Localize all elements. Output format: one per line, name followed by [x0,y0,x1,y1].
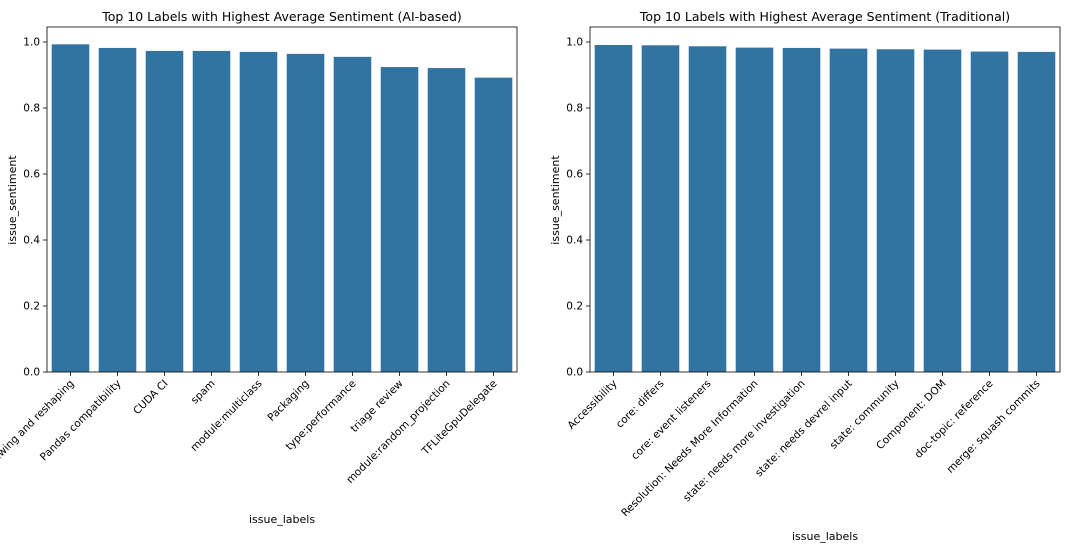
bar-ai-based [474,77,513,372]
y-tick-label-ai-based: 0.8 [23,103,40,115]
x-tick-label-ai-based: spam [189,378,218,407]
x-tick-label-traditional: merge: squash commits [945,378,1043,476]
bar-ai-based [145,50,184,372]
bar-traditional [1017,51,1056,373]
y-tick-label-traditional: 0.6 [566,169,583,181]
chart-panel-traditional: Top 10 Labels with Highest Average Senti… [549,9,1061,543]
plot-frame-traditional [589,26,1061,373]
bar-traditional [923,49,962,373]
x-axis-label-ai-based: issue_labels [249,513,315,526]
bar-traditional [688,46,727,372]
bar-traditional [876,49,915,372]
chart-title-traditional: Top 10 Labels with Highest Average Senti… [639,9,1010,24]
bar-ai-based [51,44,90,373]
x-tick-label-ai-based: Packaging [265,378,311,424]
x-tick-label-ai-based: CUDA CI [131,378,171,418]
bar-traditional [641,45,680,373]
bar-traditional [829,48,868,372]
bar-ai-based [380,67,419,372]
plot-frame-ai-based [46,26,518,373]
bar-traditional [970,51,1009,372]
x-tick-label-traditional: state: needs devrel input [753,378,855,480]
bar-ai-based [286,53,325,372]
y-tick-label-traditional: 1.0 [566,37,583,49]
x-tick-label-ai-based: Pandas compatibility [38,378,124,464]
x-tick-label-traditional: core: event listeners [629,378,714,463]
bar-ai-based [239,51,278,373]
y-tick-label-ai-based: 0.6 [23,169,40,181]
bar-ai-based [427,68,466,372]
y-tick-label-traditional: 0.8 [566,103,583,115]
chart-title-ai-based: Top 10 Labels with Highest Average Senti… [101,9,462,24]
y-tick-label-traditional: 0.0 [566,367,583,379]
y-tick-label-ai-based: 0.0 [23,367,40,379]
chart-panel-ai-based: Top 10 Labels with Highest Average Senti… [0,9,518,526]
bar-traditional [594,44,633,372]
x-tick-label-traditional: Accessibility [565,378,619,432]
x-tick-label-traditional: core: differs [614,378,667,431]
y-axis-label-ai-based: issue_sentiment [6,155,19,245]
bar-ai-based [333,56,372,372]
bar-ai-based [192,50,231,372]
y-tick-label-traditional: 0.4 [566,235,583,247]
bar-ai-based [98,47,137,372]
y-tick-label-ai-based: 0.4 [23,235,40,247]
y-tick-label-ai-based: 0.2 [23,301,40,313]
y-tick-label-ai-based: 1.0 [23,37,40,49]
x-tick-label-traditional: doc-topic: reference [912,378,995,461]
bar-traditional [735,47,774,373]
x-axis-label-traditional: issue_labels [792,530,858,543]
y-axis-label-traditional: issue_sentiment [549,155,562,245]
bar-traditional [782,47,821,372]
y-tick-label-traditional: 0.2 [566,301,583,313]
